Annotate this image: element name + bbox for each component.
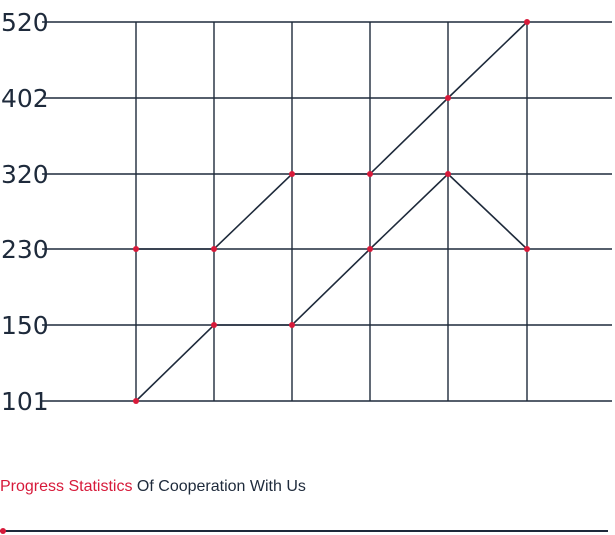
series-line-2 <box>135 172 528 402</box>
data-point <box>289 322 295 328</box>
progress-track <box>0 530 608 532</box>
data-point <box>524 246 530 252</box>
data-point <box>524 19 530 25</box>
data-point <box>133 398 139 404</box>
line-chart: 520 402 320 230 150 101 <box>1 8 612 416</box>
y-tick-label: 320 <box>1 160 49 189</box>
chart-grid <box>42 21 612 402</box>
y-tick-label: 230 <box>1 235 49 264</box>
y-tick-label: 150 <box>1 311 49 340</box>
y-tick-label: 520 <box>1 8 49 37</box>
data-point <box>211 246 217 252</box>
y-tick-label: 402 <box>1 84 49 113</box>
data-point <box>133 246 139 252</box>
series-line-1 <box>136 21 528 250</box>
y-tick-label: 101 <box>1 387 49 416</box>
y-axis-ticks: 520 402 320 230 150 101 <box>1 8 49 416</box>
progress-indicator[interactable] <box>0 528 6 534</box>
data-point <box>445 95 451 101</box>
data-point <box>367 171 373 177</box>
chart-caption: Progress Statistics Of Cooperation With … <box>0 478 306 496</box>
data-point <box>445 171 451 177</box>
data-point <box>367 246 373 252</box>
caption-text: Of Cooperation With Us <box>132 478 306 495</box>
data-point <box>211 322 217 328</box>
chart-series <box>133 19 530 404</box>
data-point <box>289 171 295 177</box>
caption-highlight: Progress Statistics <box>0 478 133 495</box>
